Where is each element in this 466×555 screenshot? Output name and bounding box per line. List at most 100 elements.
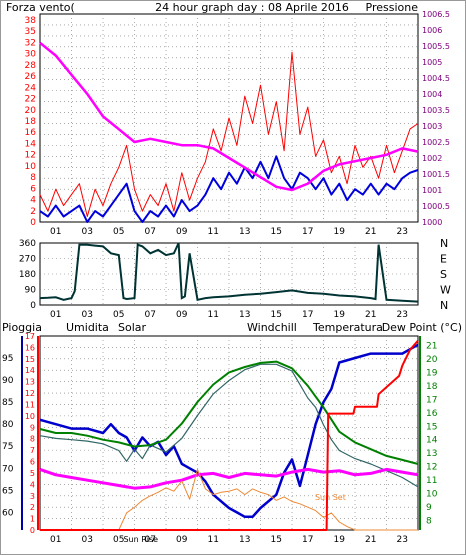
p3-x-tick-label: 11 bbox=[208, 535, 219, 545]
p3-temp-tick-label: 9 bbox=[426, 503, 432, 513]
p1-y2-tick-label: 1005.5 bbox=[422, 42, 450, 51]
p1-y-tick-label: 22 bbox=[25, 95, 36, 105]
p2-y-tick-label: 90 bbox=[25, 286, 37, 296]
p3-x-tick-label: 15 bbox=[271, 535, 282, 545]
p3-rain-tick-label: 5 bbox=[30, 469, 35, 478]
p3-temp-tick-label: 20 bbox=[426, 355, 438, 365]
p3-temp-tick-label: 14 bbox=[426, 436, 438, 446]
p3-rain-tick-label: 16 bbox=[25, 343, 35, 352]
temperature-humidity-panel: 6065707580859095012345678910111213141516… bbox=[2, 332, 438, 545]
p2-x-tick-label: 09 bbox=[176, 310, 188, 320]
p2-y-tick-label: 0 bbox=[30, 301, 36, 311]
p1-x-tick-label: 21 bbox=[365, 227, 376, 237]
p1-y-tick-label: 26 bbox=[25, 72, 37, 82]
p2-x-tick-label: 23 bbox=[397, 310, 408, 320]
p1-y2-tick-label: 1002.5 bbox=[422, 138, 450, 147]
p3-rain-tick-label: 9 bbox=[30, 423, 35, 432]
p1-x-tick-label: 13 bbox=[239, 227, 250, 237]
p3-rain-tick-label: 15 bbox=[25, 355, 35, 364]
p2-compass-label: S bbox=[440, 268, 447, 281]
p2-compass-label: N bbox=[440, 299, 448, 312]
series-solar-line bbox=[40, 469, 418, 531]
p1-y-tick-label: 28 bbox=[25, 61, 37, 71]
p1-y-tick-label: 32 bbox=[25, 38, 36, 48]
series-dewpoint-line bbox=[39, 467, 419, 490]
p1-y2-tick-label: 1001.5 bbox=[422, 170, 450, 179]
p2-x-tick-label: 03 bbox=[82, 310, 93, 320]
pressure-axis-label: Pressione bbox=[366, 1, 419, 14]
p1-y-tick-label: 35 bbox=[25, 27, 36, 37]
p3-humidity-tick-label: 65 bbox=[2, 486, 13, 496]
series-rain-line bbox=[40, 339, 419, 531]
series-wind_avg-line bbox=[39, 155, 419, 223]
p3-rain-tick-label: 10 bbox=[25, 412, 35, 421]
p1-x-tick-label: 03 bbox=[82, 227, 93, 237]
p1-y2-tick-label: 1003 bbox=[422, 122, 442, 131]
series-direction-line bbox=[39, 242, 419, 303]
p3-humidity-tick-label: 75 bbox=[2, 442, 13, 452]
sunrise-annotation: Sun Rise bbox=[123, 535, 158, 544]
p3-rain-tick-label: 11 bbox=[25, 400, 35, 409]
p3-temp-tick-label: 10 bbox=[426, 490, 438, 500]
p3-rain-tick-label: 1 bbox=[30, 515, 35, 524]
p3-rain-tick-label: 6 bbox=[30, 458, 35, 467]
p1-y-tick-label: 8 bbox=[30, 173, 36, 183]
temperature-label: Temperatura bbox=[312, 321, 383, 334]
p3-temp-tick-label: 18 bbox=[426, 382, 438, 392]
p2-y-tick-label: 270 bbox=[19, 255, 36, 265]
series-gust-line bbox=[39, 51, 419, 217]
p1-y-tick-label: 10 bbox=[25, 162, 37, 172]
p3-x-tick-label: 01 bbox=[50, 535, 61, 545]
p3-x-tick-label: 13 bbox=[239, 535, 250, 545]
p1-y-tick-label: 12 bbox=[25, 151, 36, 161]
p1-y2-tick-label: 1004 bbox=[422, 90, 442, 99]
p1-x-tick-label: 17 bbox=[302, 227, 313, 237]
p3-x-tick-label: 17 bbox=[302, 535, 313, 545]
p3-temp-tick-label: 11 bbox=[426, 476, 437, 486]
p3-rain-tick-label: 12 bbox=[25, 389, 35, 398]
p1-y2-tick-label: 1003.5 bbox=[422, 106, 450, 115]
p2-x-tick-label: 05 bbox=[113, 310, 124, 320]
series-humidity-line bbox=[39, 343, 419, 519]
p3-temp-tick-label: 17 bbox=[426, 395, 437, 405]
series-temperature-line bbox=[39, 360, 419, 465]
p1-x-tick-label: 19 bbox=[334, 227, 346, 237]
p3-x-tick-label: 07 bbox=[145, 535, 156, 545]
windchill-label: Windchill bbox=[247, 321, 297, 334]
p2-compass-label: E bbox=[440, 253, 447, 266]
p1-y2-tick-label: 1006.5 bbox=[422, 10, 450, 19]
p1-x-tick-label: 01 bbox=[50, 227, 61, 237]
p1-y-tick-label: 6 bbox=[30, 184, 36, 194]
p1-y-tick-label: 38 bbox=[25, 16, 37, 26]
p3-rain-tick-label: 14 bbox=[25, 366, 35, 375]
p3-x-tick-label: 09 bbox=[176, 535, 188, 545]
p2-y-tick-label: 360 bbox=[19, 239, 36, 249]
p1-x-tick-label: 11 bbox=[208, 227, 219, 237]
p3-x-tick-label: 03 bbox=[82, 535, 93, 545]
p1-y2-tick-label: 1005 bbox=[422, 58, 442, 67]
p1-y-tick-label: 24 bbox=[25, 83, 37, 93]
p3-rain-tick-label: 17 bbox=[25, 332, 35, 341]
wind-axis-label: Forza vento( bbox=[6, 1, 75, 14]
p3-temp-tick-label: 13 bbox=[426, 449, 437, 459]
series-windchill-line bbox=[39, 363, 419, 488]
p2-x-tick-label: 07 bbox=[145, 310, 156, 320]
p3-temp-tick-label: 16 bbox=[426, 409, 438, 419]
p1-y-tick-label: 30 bbox=[25, 50, 37, 60]
p1-y2-tick-label: 1004.5 bbox=[422, 74, 450, 83]
p3-humidity-tick-label: 90 bbox=[2, 376, 14, 386]
p2-x-tick-label: 15 bbox=[271, 310, 282, 320]
p3-rain-tick-label: 8 bbox=[30, 435, 35, 444]
p2-x-tick-label: 19 bbox=[334, 310, 346, 320]
p3-temp-tick-label: 19 bbox=[426, 368, 438, 378]
p3-rain-tick-label: 4 bbox=[30, 480, 35, 489]
p2-x-tick-label: 11 bbox=[208, 310, 219, 320]
series-pressure-line bbox=[39, 41, 419, 192]
p2-x-tick-label: 13 bbox=[239, 310, 250, 320]
p1-y2-tick-label: 1000 bbox=[422, 218, 442, 227]
p3-humidity-tick-label: 95 bbox=[2, 354, 13, 364]
p3-rain-tick-label: 13 bbox=[25, 378, 35, 387]
p3-rain-tick-label: 0 bbox=[30, 526, 35, 535]
